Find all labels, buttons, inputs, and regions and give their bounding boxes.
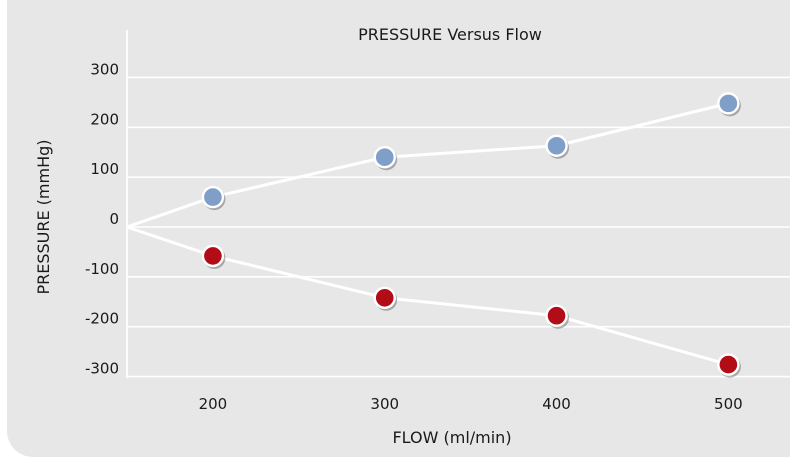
- pressure-flow-chart: PRESSURE Versus Flow FLOW (ml/min) PRESS…: [34, 25, 790, 447]
- y-tick-label: 200: [90, 110, 119, 128]
- data-point-series-2: [717, 353, 740, 376]
- x-tick-label: 400: [542, 395, 571, 413]
- point-layer: [201, 92, 741, 378]
- data-point-series-1: [373, 146, 396, 169]
- y-tick-label: -200: [85, 310, 119, 328]
- x-tick-label: 200: [199, 395, 228, 413]
- y-tick-label: -100: [85, 260, 119, 278]
- y-tick-label: 0: [109, 210, 119, 228]
- x-tick-label: 300: [370, 395, 399, 413]
- x-axis-label: FLOW (ml/min): [392, 428, 511, 447]
- data-point-series-2: [545, 304, 568, 327]
- y-tick-label: -300: [85, 360, 119, 378]
- text-layer: PRESSURE Versus Flow FLOW (ml/min) PRESS…: [34, 25, 743, 447]
- chart-title: PRESSURE Versus Flow: [358, 25, 542, 44]
- chart-panel: PRESSURE Versus Flow FLOW (ml/min) PRESS…: [7, 0, 790, 457]
- grid-layer: [127, 76, 790, 378]
- data-point-series-1: [717, 92, 740, 115]
- y-tick-label: 300: [90, 60, 119, 78]
- x-tick-label: 500: [714, 395, 743, 413]
- data-point-series-1: [545, 134, 568, 157]
- y-axis-label: PRESSURE (mmHg): [34, 139, 53, 294]
- data-point-series-2: [373, 286, 396, 309]
- y-tick-label: 100: [90, 160, 119, 178]
- line-layer: [126, 101, 729, 367]
- data-point-series-1: [201, 185, 225, 209]
- data-point-series-2: [201, 244, 225, 268]
